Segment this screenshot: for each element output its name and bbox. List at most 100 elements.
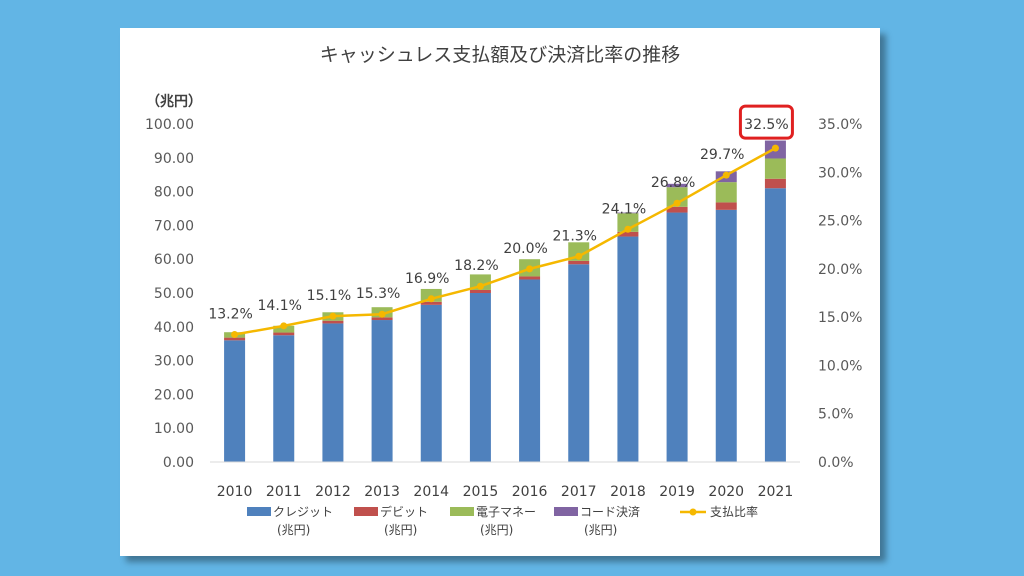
ratio-point xyxy=(526,265,534,273)
ratio-point xyxy=(476,282,484,290)
legend-line-marker xyxy=(689,508,697,516)
bar-segment xyxy=(519,279,541,462)
legend-unit-label: (兆円) xyxy=(277,523,310,537)
ratio-data-label: 21.3% xyxy=(553,228,597,244)
y2-tick-label: 0.0% xyxy=(818,455,854,471)
legend-unit-label: (兆円) xyxy=(584,523,617,537)
y2-tick-label: 30.0% xyxy=(818,165,862,181)
bar-segment xyxy=(764,178,786,189)
x-tick-label: 2017 xyxy=(561,484,597,500)
ratio-point xyxy=(231,331,239,339)
bar-segment xyxy=(519,276,541,280)
bar-segment xyxy=(371,317,393,321)
y-tick-label: 50.00 xyxy=(154,286,194,302)
legend-label: クレジット xyxy=(273,505,333,519)
bar-segment xyxy=(420,301,442,305)
y-tick-label: 100.00 xyxy=(145,117,194,133)
x-tick-label: 2015 xyxy=(463,484,499,500)
y-tick-label: 20.00 xyxy=(154,387,194,403)
x-tick-label: 2013 xyxy=(364,484,400,500)
highlight-box xyxy=(738,104,794,140)
y-tick-label: 80.00 xyxy=(154,185,194,201)
bar-segment xyxy=(617,236,639,462)
bar-segment xyxy=(764,188,786,462)
ratio-data-label: 32.5% xyxy=(744,117,788,133)
ratio-point xyxy=(771,144,779,152)
bar-segment xyxy=(666,212,688,462)
y-tick-label: 90.00 xyxy=(154,151,194,167)
x-tick-label: 2016 xyxy=(512,484,548,500)
ratio-point xyxy=(329,312,337,320)
bar-segment xyxy=(715,202,737,210)
x-tick-label: 2021 xyxy=(758,484,794,500)
x-tick-label: 2018 xyxy=(610,484,646,500)
bar-segment xyxy=(617,231,639,237)
bar-segment xyxy=(617,212,639,214)
legend-unit-label: (兆円) xyxy=(480,523,513,537)
ratio-data-label: 15.1% xyxy=(307,288,351,304)
y2-tick-label: 5.0% xyxy=(818,407,854,423)
bar-segment xyxy=(273,332,295,336)
y-tick-label: 30.00 xyxy=(154,354,194,370)
ratio-point xyxy=(427,295,435,303)
ratio-data-label: 15.3% xyxy=(356,286,400,302)
legend-unit-label: (兆円) xyxy=(384,523,417,537)
y-tick-label: 0.00 xyxy=(163,455,194,471)
ratio-data-label: 18.2% xyxy=(454,258,498,274)
y-tick-label: 60.00 xyxy=(154,252,194,268)
bar-segment xyxy=(322,323,344,462)
x-tick-label: 2019 xyxy=(659,484,695,500)
ratio-point xyxy=(673,199,681,207)
bar-segment xyxy=(666,183,688,188)
y-tick-label: 10.00 xyxy=(154,421,194,437)
y-axis-unit-label: （兆円） xyxy=(146,94,202,110)
x-tick-label: 2014 xyxy=(413,484,449,500)
legend-label: 電子マネー xyxy=(476,505,536,519)
ratio-point xyxy=(624,225,632,233)
legend-swatch xyxy=(554,507,578,516)
legend-label: コード決済 xyxy=(580,504,640,519)
y-tick-label: 70.00 xyxy=(154,218,194,234)
bar-segment xyxy=(666,206,688,213)
bar-segment xyxy=(715,182,737,203)
ratio-point xyxy=(722,171,730,179)
bar-segment xyxy=(371,320,393,462)
ratio-data-label: 20.0% xyxy=(503,241,547,257)
ratio-data-label: 26.8% xyxy=(651,175,695,191)
legend-swatch xyxy=(354,507,378,516)
bar-segment xyxy=(764,158,786,179)
y2-tick-label: 20.0% xyxy=(818,262,862,278)
bar-segment xyxy=(469,289,491,293)
bar-segment xyxy=(420,304,442,462)
bar-segment xyxy=(469,274,491,290)
ratio-point xyxy=(378,310,386,318)
ratio-point xyxy=(280,322,288,330)
x-tick-label: 2010 xyxy=(217,484,253,500)
chart-title: キャッシュレス支払額及び決済比率の推移 xyxy=(319,44,681,66)
ratio-point xyxy=(575,252,583,260)
chart-svg: （兆円） 0.00 10.00 20.00 30.00 40.00 50.00 60.00 70… xyxy=(145,94,862,537)
bar-segment xyxy=(715,209,737,462)
bar-segment xyxy=(568,260,590,265)
bar-segment xyxy=(322,320,344,324)
bar-segment xyxy=(273,335,295,462)
legend-swatch xyxy=(450,507,474,516)
ratio-data-label: 13.2% xyxy=(208,307,252,323)
y2-tick-label: 35.0% xyxy=(818,117,862,133)
legend-label: デビット xyxy=(380,504,428,519)
x-tick-label: 2020 xyxy=(708,484,744,500)
ratio-data-label: 16.9% xyxy=(405,271,449,287)
bar-segment xyxy=(568,242,590,261)
chart-card: キャッシュレス支払額及び決済比率の推移 （兆円） 0.00 10.00 20.00 30… xyxy=(120,28,880,556)
legend-label: 支払比率 xyxy=(710,504,758,519)
y2-tick-label: 15.0% xyxy=(818,310,862,326)
y2-tick-label: 10.0% xyxy=(818,358,862,374)
bar-segment xyxy=(666,187,688,207)
y2-tick-label: 25.0% xyxy=(818,214,862,230)
ratio-data-label: 29.7% xyxy=(700,147,744,163)
bar-segment xyxy=(224,337,246,341)
x-tick-label: 2012 xyxy=(315,484,351,500)
bar-segment xyxy=(469,293,491,462)
legend-swatch xyxy=(247,507,271,516)
ratio-data-label: 24.1% xyxy=(602,201,646,217)
